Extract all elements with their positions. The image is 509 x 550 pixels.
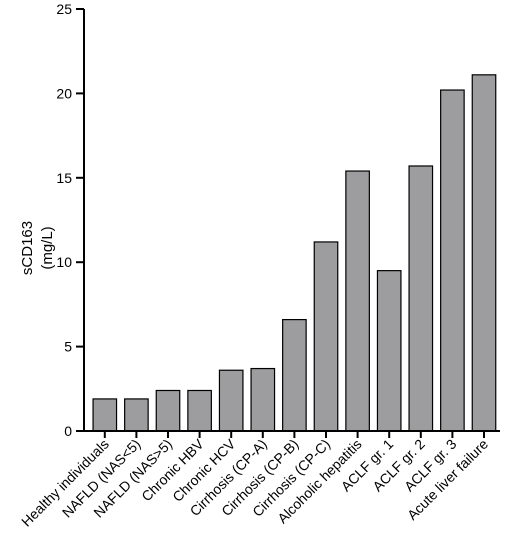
bar — [124, 398, 149, 432]
y-axis: 0 5 10 15 20 25 — [56, 1, 85, 439]
bar — [250, 367, 276, 432]
bar — [187, 389, 212, 432]
bar — [440, 89, 465, 432]
y-tick-label: 20 — [56, 85, 72, 101]
y-tick-label: 0 — [64, 423, 72, 439]
y-axis-label: sCD163 (mg/L) — [19, 221, 56, 275]
bar — [345, 170, 370, 432]
bars — [92, 74, 497, 432]
bar — [92, 398, 118, 432]
bar — [408, 165, 434, 432]
y-tick-label: 10 — [56, 254, 72, 270]
bar — [282, 318, 307, 432]
y-tick-label: 15 — [56, 170, 72, 186]
y-tick-label: 5 — [64, 339, 72, 355]
bar — [376, 270, 402, 432]
y-axis-label-line-2: (mg/L) — [39, 226, 56, 269]
y-axis-label-line-1: sCD163 — [19, 221, 36, 275]
y-tick-label: 25 — [56, 1, 72, 17]
bar — [155, 389, 181, 432]
bar — [313, 241, 339, 432]
bar — [218, 369, 244, 432]
bar — [471, 74, 497, 432]
